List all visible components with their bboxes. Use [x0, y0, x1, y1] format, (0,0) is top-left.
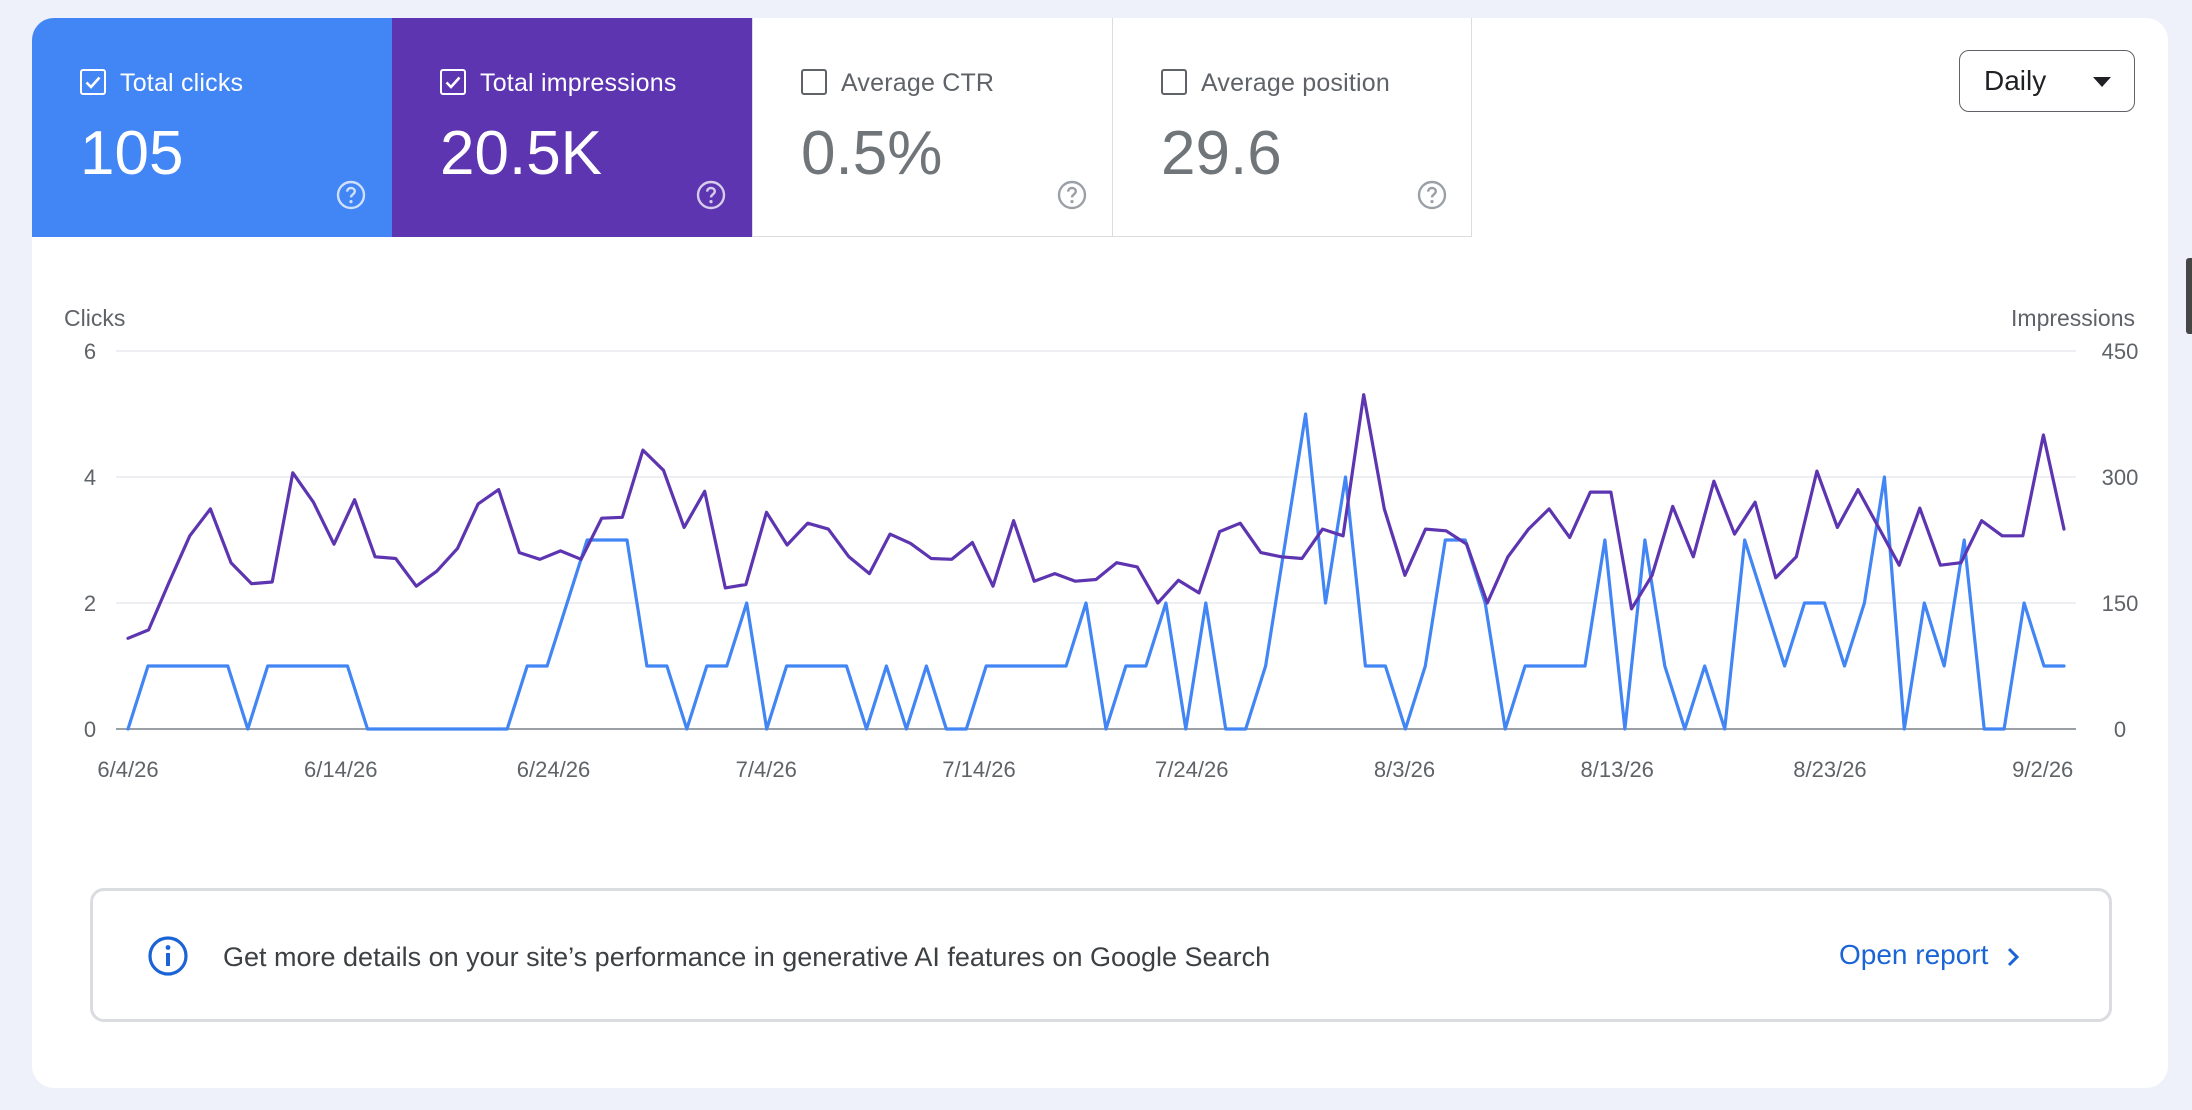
metric-cards: Total clicks 105 Total impressions 20.5K…	[32, 18, 1472, 237]
open-report-label: Open report	[1839, 939, 1989, 970]
x-axis-tick: 7/4/26	[736, 757, 797, 782]
chart-svg: Clicks Impressions 0 2 4 6 0 150 300 450 6/4/26 6…	[64, 305, 2138, 782]
scrollbar-handle[interactable]	[2186, 258, 2192, 334]
period-dropdown[interactable]: Daily	[1959, 50, 2135, 112]
check-icon	[445, 76, 461, 89]
series-line-impressions	[126, 393, 2066, 640]
total-clicks-card[interactable]: Total clicks 105	[32, 18, 392, 237]
open-report-link[interactable]: Open report	[1839, 938, 2020, 972]
axis-ticks: 0 2 4 6 0 150 300 450 6/4/26 6/14/26 6/24/26 7/4/26…	[84, 339, 2138, 782]
right-axis-tick: 300	[2102, 465, 2139, 490]
right-axis-tick: 150	[2102, 591, 2139, 616]
performance-chart: Clicks Impressions 0 2 4 6 0 150 300 450 6/4/26 6…	[32, 237, 2168, 837]
help-icon[interactable]	[335, 179, 367, 211]
x-axis-tick: 8/23/26	[1793, 757, 1866, 782]
x-axis-tick: 7/24/26	[1155, 757, 1228, 782]
left-axis-tick: 2	[84, 591, 96, 616]
x-axis-tick: 8/13/26	[1581, 757, 1654, 782]
series-line-clicks	[126, 412, 2066, 731]
help-icon[interactable]	[1056, 179, 1088, 211]
series-lines	[126, 393, 2066, 731]
x-axis-tick: 6/4/26	[97, 757, 158, 782]
total-impressions-card[interactable]: Total impressions 20.5K	[392, 18, 752, 237]
x-axis-tick: 6/14/26	[304, 757, 377, 782]
ai-features-banner: Get more details on your site’s performa…	[90, 888, 2112, 1022]
check-icon	[85, 76, 101, 89]
dropdown-arrow-icon	[2093, 77, 2111, 87]
right-axis-tick: 0	[2114, 717, 2126, 742]
x-axis-tick: 6/24/26	[517, 757, 590, 782]
left-axis-label: Clicks	[64, 305, 125, 331]
help-icon[interactable]	[695, 179, 727, 211]
average-position-card[interactable]: Average position 29.6	[1112, 18, 1472, 237]
average-ctr-checkbox[interactable]	[801, 69, 827, 95]
x-axis-tick: 9/2/26	[2012, 757, 2073, 782]
total-impressions-value: 20.5K	[440, 119, 603, 188]
left-axis-tick: 6	[84, 339, 96, 364]
chevron-right-icon	[2008, 947, 2020, 966]
right-axis-tick: 450	[2102, 339, 2139, 364]
total-clicks-label: Total clicks	[120, 69, 244, 97]
period-dropdown-label: Daily	[1984, 65, 2047, 96]
average-ctr-card[interactable]: Average CTR 0.5%	[752, 18, 1112, 237]
average-position-value: 29.6	[1161, 119, 1282, 188]
left-axis-tick: 0	[84, 717, 96, 742]
total-impressions-label: Total impressions	[480, 69, 677, 97]
total-impressions-checkbox[interactable]	[440, 69, 466, 95]
average-position-checkbox[interactable]	[1161, 69, 1187, 95]
x-axis-tick: 8/3/26	[1374, 757, 1435, 782]
average-ctr-label: Average CTR	[841, 69, 995, 97]
help-icon[interactable]	[1416, 179, 1448, 211]
right-axis-label: Impressions	[2011, 305, 2135, 331]
banner-text: Get more details on your site’s performa…	[223, 942, 1271, 972]
x-axis-tick: 7/14/26	[942, 757, 1015, 782]
total-clicks-checkbox[interactable]	[80, 69, 106, 95]
info-icon	[148, 936, 188, 976]
average-position-label: Average position	[1201, 69, 1390, 97]
average-ctr-value: 0.5%	[801, 119, 943, 188]
performance-panel: Total clicks 105 Total impressions 20.5K…	[32, 18, 2168, 1088]
left-axis-tick: 4	[84, 465, 96, 490]
total-clicks-value: 105	[80, 119, 184, 188]
